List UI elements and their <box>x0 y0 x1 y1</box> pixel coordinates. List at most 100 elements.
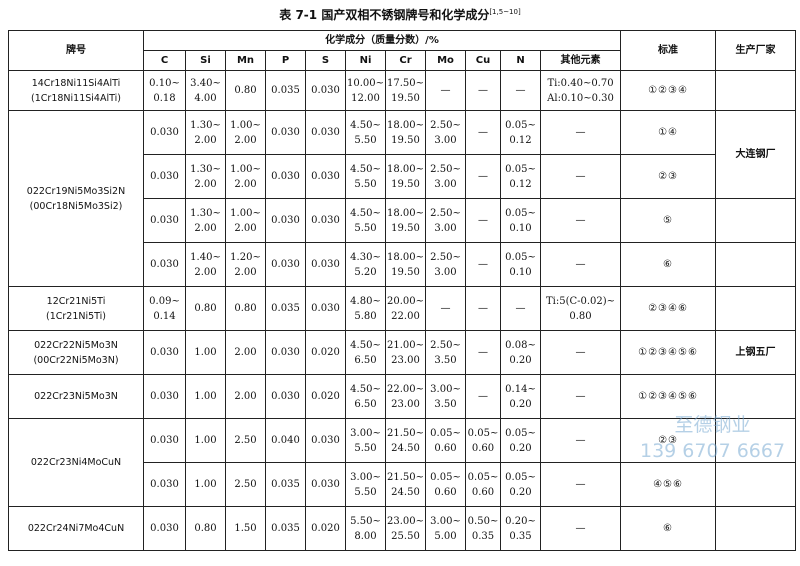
value-cell: 0.10~ 0.18 <box>143 70 186 111</box>
value-cell: — <box>465 198 501 243</box>
value-cell: 0.05~ 0.20 <box>500 462 541 507</box>
value-cell: 0.05~ 0.20 <box>500 418 541 463</box>
cell-line: 2.00 <box>194 266 217 278</box>
cell-line: 0.05~ <box>467 471 499 483</box>
grade-cell: 022Cr23Ni4MoCuN <box>8 418 144 507</box>
header-cell: Mn <box>225 50 266 71</box>
header-cell: Ni <box>345 50 386 71</box>
cell-line: 3.00 <box>434 134 457 146</box>
cell-line: 1.40~ <box>190 251 221 263</box>
standard-cell: ②③ <box>620 154 717 199</box>
cell-text: — <box>478 85 488 96</box>
value-cell: 3.00~ 5.50 <box>345 418 386 463</box>
standard-cell: ①④ <box>620 110 717 155</box>
value-cell: 2.50~ 3.00 <box>425 110 466 155</box>
cell-line: 3.00 <box>434 266 457 278</box>
cell-text: 1.50 <box>234 523 257 534</box>
value-cell: 3.00~ 5.00 <box>425 506 466 551</box>
cell-text: 1.00 <box>194 391 217 402</box>
cell-text: ⑥ <box>663 259 674 270</box>
cell-line: 0.60 <box>434 442 457 454</box>
cell-text: 2.00 <box>234 391 257 402</box>
cell-line: 0.20~ <box>505 515 536 527</box>
cell-line: 3.50 <box>434 398 457 410</box>
grade-cell: 022Cr24Ni7Mo4CuN <box>8 506 144 551</box>
value-cell: Ti:0.40~0.70 Al:0.10~0.30 <box>539 70 622 111</box>
cell-line: (1Cr18Ni11Si4AlTi) <box>31 92 121 104</box>
grade-cell: 14Cr18Ni11Si4AlTi (1Cr18Ni11Si4AlTi) <box>8 70 144 111</box>
cell-text: — <box>478 171 488 182</box>
cell-text: 0.030 <box>150 259 179 270</box>
value-cell: — <box>539 506 622 551</box>
standard-cell: ①②③④ <box>620 70 717 111</box>
maker-cell <box>715 198 797 243</box>
cell-line: 4.50~ <box>350 119 381 131</box>
cell-line: 4.30~ <box>350 251 381 263</box>
cell-text: 0.030 <box>150 435 179 446</box>
value-cell: 0.20~ 0.35 <box>500 506 541 551</box>
cell-line: 2.00 <box>234 134 257 146</box>
value-cell: 3.40~ 4.00 <box>185 70 226 111</box>
value-cell: 3.00~ 3.50 <box>425 374 466 419</box>
cell-text: 0.030 <box>271 259 300 270</box>
table-body: 牌号 化学成分（质量分数）/% 标准 生产厂家 C Si Mn P S Ni Cr Mo Cu N 其他元素… <box>8 30 797 551</box>
cell-line: 0.14~ <box>505 383 536 395</box>
value-cell: 0.05~ 0.12 <box>500 110 541 155</box>
value-cell: 4.50~ 6.50 <box>345 330 386 375</box>
value-cell: 4.50~ 5.50 <box>345 110 386 155</box>
value-cell: 0.030 <box>265 154 306 199</box>
value-cell: — <box>465 286 501 331</box>
cell-text: 0.030 <box>271 391 300 402</box>
cell-text: 0.035 <box>271 523 300 534</box>
value-cell: 2.50 <box>225 462 266 507</box>
value-cell: 18.00~ 19.50 <box>385 154 426 199</box>
table-row: 12Cr21Ni5Ti (1Cr21Ni5Ti) 0.09~ 0.14 0.80 0.80… <box>8 286 797 331</box>
cell-text: — <box>478 347 488 358</box>
header-cell: S <box>305 50 346 71</box>
value-cell: 0.020 <box>305 506 346 551</box>
value-cell: Ti:5(C-0.02)~ 0.80 <box>539 286 622 331</box>
cell-text: 0.030 <box>311 171 340 182</box>
cell-text: 0.030 <box>311 435 340 446</box>
value-cell: — <box>500 286 541 331</box>
table-row: 0.030 1.30~ 2.00 1.00~ 2.00 0.030 0.030 4.50~ 5.… <box>9 198 797 243</box>
header-row: 牌号 化学成分（质量分数）/% 标准 生产厂家 <box>8 30 797 71</box>
cell-text: 大连钢厂 <box>735 149 776 160</box>
cell-line: 19.50 <box>391 92 420 104</box>
cell-text: — <box>575 479 586 490</box>
maker-cell <box>715 506 797 551</box>
cell-text: 0.030 <box>271 171 300 182</box>
cell-line: 24.50 <box>391 486 420 498</box>
maker-cell <box>715 418 797 463</box>
cell-line: 2.00 <box>194 134 217 146</box>
value-cell: 1.00 <box>185 462 226 507</box>
cell-line: 3.00 <box>434 222 457 234</box>
cell-text: — <box>478 259 488 270</box>
cell-line: 2.50~ <box>430 251 461 263</box>
value-cell: 0.030 <box>305 242 346 287</box>
maker-cell <box>715 462 797 507</box>
cell-line: 2.00 <box>194 222 217 234</box>
cell-text: — <box>440 303 451 314</box>
cell-text: 0.030 <box>271 215 300 226</box>
cell-line: 3.00 <box>434 178 457 190</box>
cell-text: ②③④⑥ <box>648 303 688 314</box>
cell-line: 0.14 <box>153 310 176 322</box>
maker-cell <box>715 242 797 287</box>
value-cell: 1.00 <box>185 374 226 419</box>
cell-line: (1Cr21Ni5Ti) <box>45 310 107 322</box>
cell-line: 1.30~ <box>190 207 221 219</box>
value-cell: 0.030 <box>305 70 346 111</box>
cell-line: 0.05~ <box>430 427 461 439</box>
value-cell: 2.50~ 3.00 <box>425 154 466 199</box>
value-cell: 0.030 <box>143 418 186 463</box>
standard-cell: ②③ <box>620 418 717 463</box>
value-cell: 2.00 <box>225 330 266 375</box>
cell-line: 2.50~ <box>430 207 461 219</box>
cell-line: 3.00~ <box>430 515 461 527</box>
cell-line: 23.00~ <box>386 515 424 527</box>
cell-text: — <box>575 347 586 358</box>
header-cell: 生产厂家 <box>715 30 797 71</box>
value-cell: 0.030 <box>143 242 186 287</box>
header-cell: 标准 <box>620 30 717 71</box>
